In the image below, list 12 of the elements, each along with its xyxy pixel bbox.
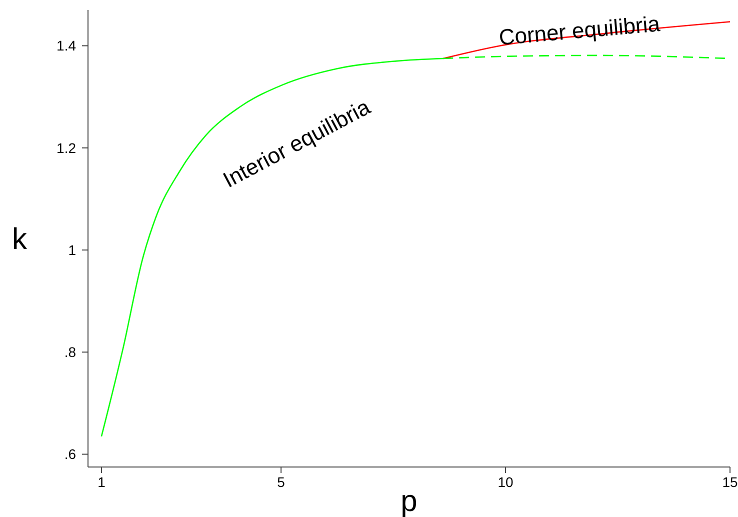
y-tick-label: 1.4 <box>56 38 76 54</box>
y-tick-label: .8 <box>64 344 76 360</box>
y-tick-label: .6 <box>64 446 76 462</box>
y-axis-title: k <box>12 223 28 256</box>
x-axis-title: p <box>400 485 418 517</box>
x-tick-label: 15 <box>722 474 738 490</box>
x-tick-label: 5 <box>277 474 286 490</box>
x-tick-label: 1 <box>98 474 106 490</box>
y-tick-label: 1 <box>68 242 76 258</box>
annotation: Corner equilibria <box>498 10 662 50</box>
y-tick-label: 1.2 <box>56 140 76 156</box>
x-tick-label: 10 <box>498 474 514 490</box>
